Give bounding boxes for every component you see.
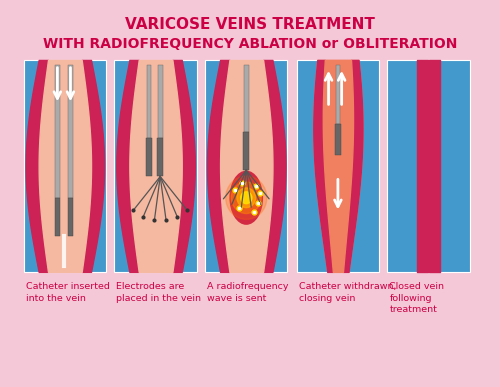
- Bar: [55, 65, 60, 198]
- Bar: [114, 60, 196, 272]
- Circle shape: [237, 188, 256, 207]
- Text: A radiofrequency
wave is sent: A radiofrequency wave is sent: [207, 282, 288, 303]
- Text: Closed vein
following
treatment: Closed vein following treatment: [390, 282, 444, 314]
- Bar: [244, 65, 248, 132]
- Circle shape: [232, 182, 261, 214]
- Bar: [158, 139, 163, 176]
- Circle shape: [226, 176, 267, 219]
- Bar: [158, 65, 162, 139]
- Ellipse shape: [230, 171, 263, 225]
- Bar: [335, 123, 340, 155]
- Bar: [54, 198, 60, 236]
- Bar: [146, 65, 152, 139]
- Bar: [24, 60, 106, 272]
- Bar: [205, 60, 288, 272]
- Bar: [388, 60, 470, 272]
- Bar: [68, 198, 73, 236]
- Bar: [146, 139, 152, 176]
- Text: VARICOSE VEINS TREATMENT: VARICOSE VEINS TREATMENT: [125, 17, 375, 32]
- Text: WITH RADIOFREQUENCY ABLATION or OBLITERATION: WITH RADIOFREQUENCY ABLATION or OBLITERA…: [43, 37, 457, 51]
- Circle shape: [240, 192, 252, 204]
- Text: Catheter inserted
into the vein: Catheter inserted into the vein: [26, 282, 110, 303]
- Bar: [297, 60, 379, 272]
- Text: Electrodes are
placed in the vein: Electrodes are placed in the vein: [116, 282, 202, 303]
- Bar: [68, 65, 73, 198]
- Text: Catheter withdrawn,
closing vein: Catheter withdrawn, closing vein: [298, 282, 396, 303]
- Bar: [244, 132, 249, 170]
- Bar: [336, 65, 340, 123]
